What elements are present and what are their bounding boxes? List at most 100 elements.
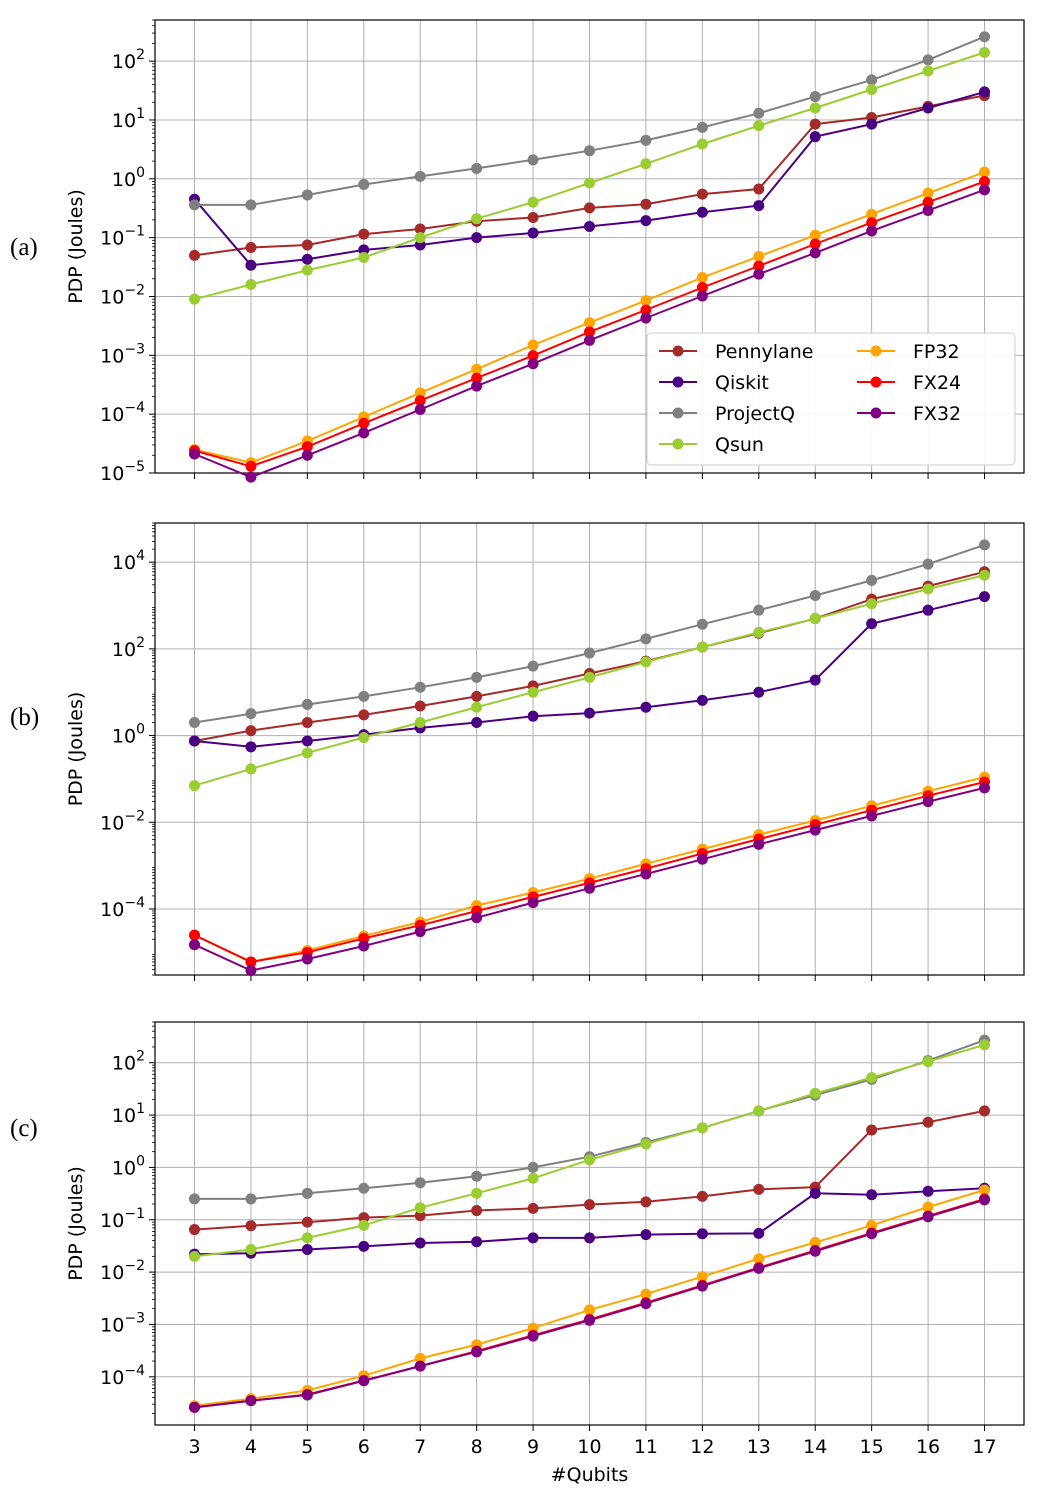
legend-marker [870,345,882,357]
legend-item-fx32: FX32 [857,403,961,425]
legend-item-fx24: FX24 [857,372,961,394]
data-point [922,1211,934,1223]
data-point [245,741,257,753]
data-point [358,1182,370,1194]
data-point [527,1330,539,1342]
data-point [979,166,990,178]
data-point [866,1219,878,1231]
legend-label: FX32 [913,403,961,425]
x-tick-label: 13 [747,1436,771,1458]
series-pennylane [189,90,990,261]
y-tick-label: 10−4 [100,1363,145,1389]
data-point [866,1189,878,1201]
data-point [301,747,313,759]
data-point [189,249,200,261]
data-point [866,118,878,130]
data-point [414,926,426,938]
y-axis-title: PDP (Joules) [65,692,87,807]
data-point [471,1236,483,1248]
data-point [245,471,257,483]
data-point [584,1154,595,1166]
y-tick-label: 10−1 [100,1206,145,1232]
data-point [189,1401,200,1413]
data-point [414,223,426,235]
y-tick-label: 100 [112,165,145,191]
legend-marker [672,407,684,419]
data-point [301,953,313,965]
plot-frame [154,19,1025,474]
data-point [471,912,483,924]
data-point [584,145,595,157]
data-point [414,717,426,729]
data-point [753,268,765,280]
data-point [527,350,539,362]
data-point [414,1237,426,1249]
x-tick-label: 5 [301,1436,313,1458]
legend-label: ProjectQ [715,403,795,425]
data-point [414,1352,426,1364]
data-point [471,1187,483,1199]
y-tick-label: 10−1 [100,224,145,250]
data-point [696,618,708,630]
data-point [979,591,990,603]
data-point [414,1177,426,1189]
series-fx24 [189,175,990,472]
data-point [245,278,257,290]
y-tick-label: 10−2 [100,1258,145,1284]
data-point [189,293,200,305]
data-point [414,170,426,182]
data-point [189,199,200,211]
data-point [471,232,483,244]
data-point [301,253,313,265]
data-point [979,1184,990,1196]
y-tick-label: 104 [112,548,145,574]
data-point [527,358,539,370]
data-point [245,199,257,211]
series-fx32 [189,1194,990,1413]
data-point [245,1193,257,1205]
data-point [640,868,652,880]
data-point [301,189,313,201]
data-point [358,940,370,952]
series-qsun [189,569,990,792]
data-point [866,574,878,586]
data-point [245,1395,257,1407]
data-point [584,1199,595,1211]
data-point [809,118,821,130]
data-point [189,735,200,747]
data-point [979,175,990,187]
x-tick-label: 11 [634,1436,658,1458]
data-point [809,229,821,241]
data-point [640,198,652,210]
series-qsun [189,1039,990,1262]
data-point [753,120,765,132]
data-point [753,838,765,850]
data-point [471,213,483,225]
data-point [753,1227,765,1239]
x-axis-title: #Qubits [551,1464,629,1486]
series-fx32 [189,184,990,483]
y-tick-label: 10−5 [100,459,145,485]
data-point [471,717,483,729]
data-point [358,179,370,191]
data-point [640,1288,652,1300]
data-point [640,1196,652,1208]
data-point [584,647,595,659]
data-point [922,196,934,208]
data-point [471,162,483,174]
data-point [922,1185,934,1197]
panel-b: 104 102 100 10−2 10−4 PDP (Joules) (b) [10,522,1025,981]
data-point [922,1201,934,1213]
data-point [189,929,200,941]
data-point [809,1245,821,1257]
data-point [922,558,934,570]
data-point [527,211,539,223]
panel-label: (b) [10,704,39,731]
data-point [753,183,765,195]
data-point [414,1210,426,1222]
data-point [245,708,257,720]
data-point [527,227,539,239]
data-point [245,460,257,472]
y-tick-label: 100 [112,1153,145,1179]
data-point [527,154,539,166]
